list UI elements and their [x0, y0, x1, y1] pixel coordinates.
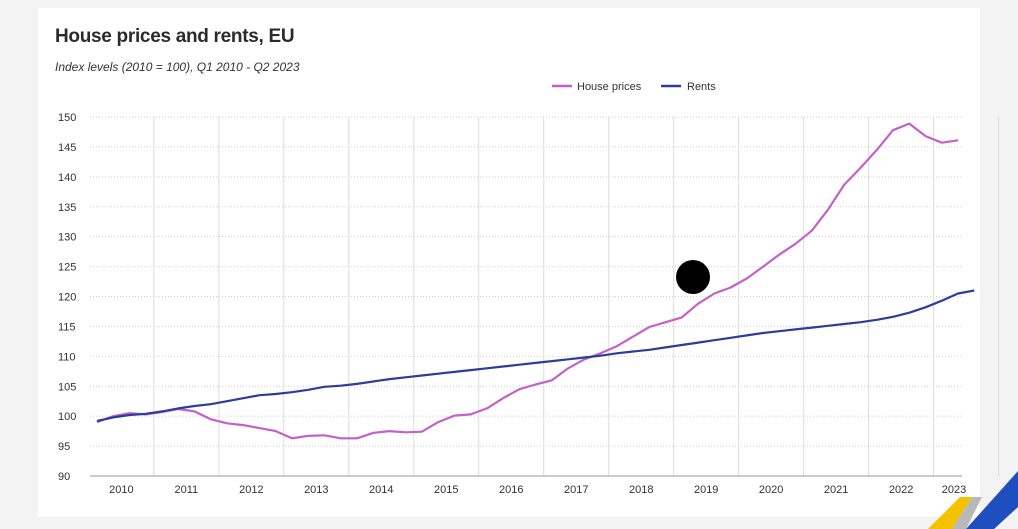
x-tick-label: 2014 [369, 484, 393, 496]
legend-house-prices-label: House prices [577, 81, 642, 93]
y-tick-label: 145 [58, 142, 76, 154]
y-tick-label: 115 [58, 321, 76, 333]
chart-card [38, 8, 980, 517]
x-tick-label: 2011 [175, 484, 199, 496]
y-tick-label: 150 [58, 112, 76, 124]
x-tick-label: 2018 [629, 484, 653, 496]
x-tick-label: 2022 [889, 484, 913, 496]
x-tick-label: 2021 [824, 484, 848, 496]
y-tick-label: 140 [58, 172, 76, 184]
series-line-rents [96, 289, 975, 423]
y-tick-label: 135 [58, 202, 76, 214]
x-tick-label: 2013 [304, 484, 328, 496]
x-axis-ticks: 2010 2011 2012 2013 2014 2015 2016 2017 2018 2019… [109, 484, 966, 496]
y-tick-label: 125 [58, 262, 76, 274]
black-dot-marker [676, 260, 710, 294]
x-tick-label: 2016 [499, 484, 523, 496]
x-tick-label: 2015 [434, 484, 458, 496]
chart-subtitle: Index levels (2010 = 100), Q1 2010 - Q2 … [55, 60, 300, 74]
y-axis-ticks: 90 95 100 105 110 115 120 125 130 135 140 145 150 [58, 112, 76, 483]
x-tick-label: 2020 [759, 484, 783, 496]
gridlines [90, 116, 1000, 477]
x-tick-label: 2017 [564, 484, 588, 496]
x-tick-label: 2019 [694, 484, 718, 496]
legend: House prices Rents [552, 81, 716, 93]
x-tick-label: 2012 [239, 484, 263, 496]
y-tick-label: 120 [58, 292, 76, 304]
legend-rents-label: Rents [687, 81, 716, 93]
y-tick-label: 105 [58, 381, 76, 393]
y-tick-label: 130 [58, 232, 76, 244]
chart-title: House prices and rents, EU [55, 26, 295, 47]
series-line-house-prices [96, 122, 959, 440]
y-tick-label: 95 [58, 441, 70, 453]
y-tick-label: 110 [58, 351, 76, 363]
y-tick-label: 90 [58, 471, 70, 483]
eurostat-chevron-logo [928, 471, 1018, 529]
x-tick-label: 2010 [109, 484, 133, 496]
series-lines [96, 122, 975, 440]
y-tick-label: 100 [58, 411, 76, 423]
x-tick-label: 2023 [942, 484, 966, 496]
